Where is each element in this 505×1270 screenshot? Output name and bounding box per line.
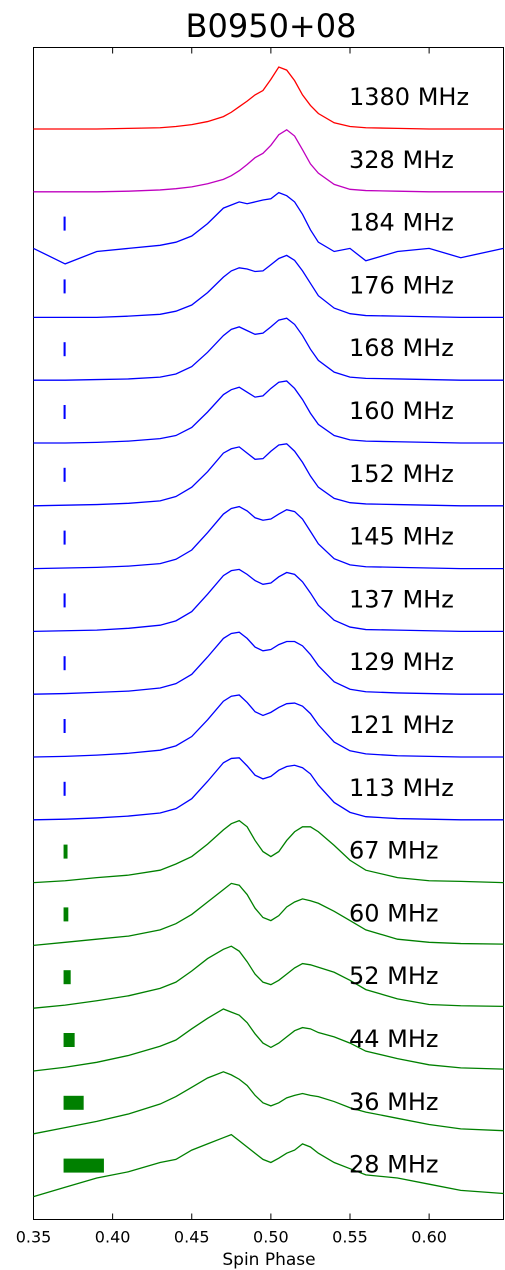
plot-frame [33,47,504,1220]
chart-title: B0950+08 [186,7,357,45]
series-label: 129 MHz [349,648,454,676]
profile-line [33,1008,504,1072]
profile-line [33,443,504,507]
resolution-bar [63,593,66,608]
series-label: 176 MHz [349,271,454,299]
profile-line [33,1133,504,1198]
resolution-bar [63,405,66,419]
x-tick-label: 0.35 [16,1228,52,1247]
series-label: 137 MHz [349,585,454,613]
series-label: 121 MHz [349,711,454,739]
resolution-bar [63,279,66,294]
profile-line [33,129,504,193]
profile-line [33,819,504,884]
series-label: 160 MHz [349,397,454,425]
series-label: 28 MHz [349,1151,439,1179]
resolution-bar [63,907,69,922]
profile-line [33,505,504,570]
profile-line [33,254,504,319]
profile-line [33,66,504,130]
x-tick-label: 0.55 [332,1228,368,1247]
x-tick-label: 0.45 [174,1228,210,1247]
resolution-bar [63,1158,104,1173]
series-label: 67 MHz [349,837,439,865]
resolution-bar [63,970,71,985]
resolution-bar [63,530,66,545]
x-tick-label: 0.40 [95,1228,131,1247]
profile-line [33,694,504,758]
x-axis-label: Spin Phase [222,1250,315,1270]
x-tick-label: 0.50 [253,1228,289,1247]
profile-line [33,631,504,695]
resolution-bar [63,467,66,482]
resolution-bar [63,1033,75,1047]
resolution-bar [63,719,66,733]
series-label: 328 MHz [349,146,454,174]
series-label: 52 MHz [349,962,439,990]
profile-line [33,317,504,381]
profile-line [33,882,504,947]
series-label: 184 MHz [349,209,454,237]
profile-line [33,757,504,821]
series-label: 113 MHz [349,774,454,802]
series-label: 152 MHz [349,460,454,488]
series-label: 168 MHz [349,334,454,362]
profile-line [33,191,504,265]
resolution-bar [63,216,66,231]
resolution-bar [63,342,66,357]
profile-line [33,945,504,1009]
series-label: 60 MHz [349,899,439,927]
resolution-bar [63,844,68,859]
profile-line [33,568,504,633]
series-label: 145 MHz [349,523,454,551]
resolution-bar [63,1095,84,1110]
series-label: 44 MHz [349,1025,439,1053]
series-label: 36 MHz [349,1088,439,1116]
series-label: 1380 MHz [349,83,469,111]
x-tick-label: 0.60 [411,1228,447,1247]
resolution-bar [63,656,66,671]
profile-line [33,1071,504,1135]
profile-line [33,380,504,444]
resolution-bar [63,781,66,796]
